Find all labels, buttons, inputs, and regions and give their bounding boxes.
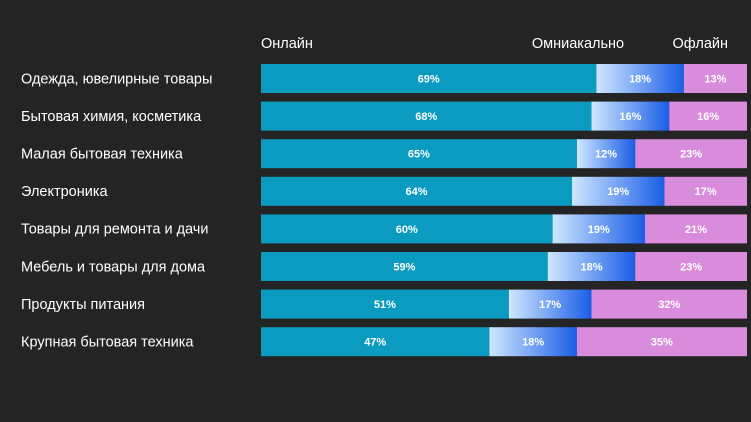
category-label: Продукты питания: [21, 297, 145, 313]
value-label: 18%: [629, 73, 651, 85]
value-label: 13%: [704, 73, 726, 85]
bar-segment: [576, 139, 636, 169]
value-label: 68%: [415, 111, 437, 123]
category-label: Электроника: [21, 184, 109, 200]
bar-segment: [664, 176, 747, 206]
bar-segment: [644, 214, 747, 244]
value-label: 19%: [607, 186, 629, 198]
bar-segment: [261, 101, 592, 131]
value-label: 64%: [406, 186, 428, 198]
bar-segment: [576, 327, 747, 357]
bar-segment: [261, 289, 509, 319]
category-label: Товары для ремонта и дачи: [21, 222, 208, 238]
category-label: Мебель и товары для дома: [21, 259, 206, 275]
value-label: 23%: [680, 261, 702, 273]
bar-segment: [261, 252, 548, 281]
category-label: Бытовая химия, косметика: [21, 109, 202, 125]
bar-segment: [669, 101, 747, 131]
value-label: 60%: [396, 224, 418, 236]
bar-segment: [261, 64, 597, 93]
value-label: 69%: [418, 73, 440, 85]
bar-segment: [591, 289, 747, 319]
value-label: 35%: [651, 337, 673, 349]
bar-segment: [261, 214, 553, 244]
value-label: 16%: [697, 111, 719, 123]
bar-segment: [635, 252, 747, 281]
value-label: 51%: [374, 299, 396, 311]
category-label: Крупная бытовая техника: [21, 335, 194, 351]
value-label: 12%: [595, 149, 617, 161]
value-label: 17%: [695, 186, 717, 198]
value-label: 23%: [680, 149, 702, 161]
bar-segment: [591, 101, 670, 131]
legend-label: Онлайн: [261, 36, 313, 52]
bar-segment: [572, 176, 665, 206]
bar-segment: [261, 139, 577, 169]
value-label: 21%: [685, 224, 707, 236]
bar-segment: [683, 64, 747, 93]
bar-segment: [508, 289, 592, 319]
bar-segment: [635, 139, 747, 169]
value-label: 19%: [588, 224, 610, 236]
bar-segment: [261, 327, 490, 357]
bar-segment: [261, 176, 573, 206]
bar-segment: [596, 64, 684, 93]
value-label: 18%: [580, 261, 602, 273]
bar-segment: [552, 214, 645, 244]
category-label: Малая бытовая техника: [21, 147, 184, 163]
value-label: 59%: [393, 261, 415, 273]
bar-segment: [489, 327, 577, 357]
value-label: 47%: [364, 337, 386, 349]
category-label: Одежда, ювелирные товары: [21, 71, 212, 87]
bar-segment: [547, 252, 636, 281]
value-label: 65%: [408, 149, 430, 161]
legend-label: Офлайн: [672, 36, 728, 52]
value-label: 32%: [658, 299, 680, 311]
value-label: 18%: [522, 337, 544, 349]
legend-label: Омниакально: [532, 36, 624, 52]
value-label: 16%: [619, 111, 641, 123]
value-label: 17%: [539, 299, 561, 311]
